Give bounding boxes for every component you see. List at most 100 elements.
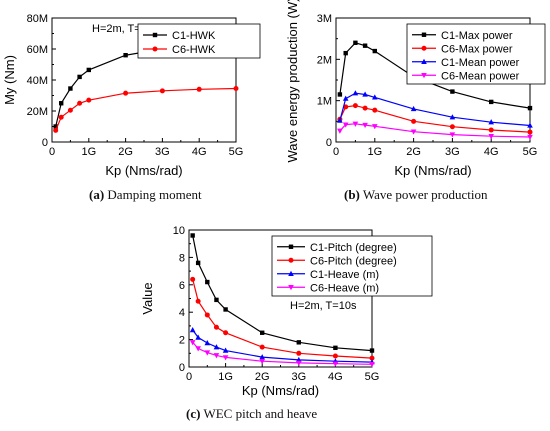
data-point — [372, 124, 378, 130]
data-point — [372, 107, 378, 113]
series-c6-pitch-degree- — [190, 276, 375, 361]
data-point — [196, 86, 202, 92]
data-point — [189, 340, 196, 346]
data-point — [222, 355, 229, 361]
data-point — [369, 355, 375, 361]
legend-entry: C6-Heave (m) — [310, 282, 379, 294]
data-point — [337, 92, 343, 97]
data-point — [53, 127, 59, 133]
x-tick-label: 3G — [291, 371, 306, 383]
caption-b-text: Wave power production — [362, 187, 488, 202]
data-point — [259, 359, 265, 365]
data-point — [259, 354, 265, 360]
data-point — [223, 330, 229, 336]
data-point — [214, 297, 219, 303]
data-point — [488, 127, 494, 133]
data-point — [352, 121, 359, 127]
x-tick-label: 0 — [49, 146, 55, 158]
legend-marker — [288, 270, 294, 276]
x-tick-label: 1G — [367, 146, 382, 158]
data-point — [332, 361, 339, 367]
legend-entry: C1-Pitch (degree) — [310, 242, 397, 254]
data-point — [195, 334, 201, 340]
legend-marker — [288, 257, 294, 263]
data-point — [296, 350, 302, 356]
x-tick-label: 5G — [229, 146, 244, 158]
x-tick-label: 0 — [333, 146, 339, 158]
data-point — [59, 101, 64, 106]
data-point — [123, 90, 129, 96]
legend-entry: C6-HWK — [172, 44, 216, 56]
data-point — [67, 107, 73, 113]
caption-c-text: WEC pitch and heave — [203, 406, 318, 421]
y-tick-label: 0 — [42, 137, 48, 149]
x-tick-label: 0 — [186, 371, 192, 383]
y-tick-label: 6 — [179, 280, 185, 292]
data-point — [77, 74, 82, 80]
x-tick-label: 1G — [81, 146, 96, 158]
data-point — [213, 353, 220, 359]
data-point — [123, 53, 128, 58]
legend: C1-HWK C6-HWK — [137, 23, 261, 59]
data-point — [342, 122, 349, 128]
legend-box — [137, 23, 261, 59]
data-point — [372, 48, 377, 54]
legend-marker — [288, 285, 294, 291]
data-point — [527, 105, 533, 111]
caption-c: (c) WEC pitch and heave — [186, 406, 317, 422]
data-point — [449, 114, 456, 120]
legend-entry: C1-Mean power — [441, 57, 520, 69]
series-line — [192, 329, 373, 363]
data-point — [343, 50, 348, 56]
data-point — [527, 134, 533, 141]
series-c1-pitch-degree- — [190, 233, 375, 353]
legend-box — [406, 23, 546, 85]
x-tick-label: 3G — [445, 146, 460, 158]
data-point — [53, 124, 58, 129]
x-tick-label: 4G — [192, 146, 207, 158]
y-tick-label: 80M — [27, 13, 48, 25]
data-point — [86, 97, 92, 103]
data-point — [233, 86, 239, 92]
data-point — [86, 67, 91, 73]
series-c1-mean-power — [337, 90, 533, 128]
y-tick-label: 60M — [27, 44, 48, 56]
data-point — [213, 344, 220, 350]
data-point — [223, 307, 228, 312]
y-tick-label: 0 — [326, 137, 332, 149]
series-c6-max-power — [337, 103, 533, 135]
data-point — [58, 114, 64, 120]
data-point — [189, 327, 196, 333]
data-point — [260, 330, 265, 335]
x-tick-label: 1G — [218, 371, 233, 383]
data-point — [369, 362, 375, 368]
data-point — [410, 105, 417, 112]
annotation: H=2m, T=10s — [290, 300, 357, 312]
data-point — [488, 119, 494, 125]
legend-marker — [421, 32, 427, 37]
legend-marker — [421, 45, 427, 51]
caption-b: (b) Wave power production — [344, 187, 488, 203]
data-point — [204, 350, 211, 356]
series-line — [55, 87, 237, 131]
data-point — [77, 100, 83, 106]
data-point — [332, 353, 338, 359]
x-axis-label: Kp (Nms/rad) — [242, 383, 319, 398]
y-tick-label: 8 — [179, 252, 185, 264]
data-point — [353, 40, 358, 45]
legend-entry: C1-Max power — [441, 30, 513, 42]
chart-panel-c: 0 1G 2G 3G 4G 5G 0 2 4 6 8 10 Kp (Nms/rad) Value H=2m,… — [140, 225, 433, 398]
data-point — [362, 122, 368, 129]
data-point — [333, 345, 338, 351]
legend-entry: C6-Pitch (degree) — [310, 255, 397, 267]
legend-entry: C1-Heave (m) — [310, 269, 379, 281]
y-tick-label: 0 — [179, 362, 185, 374]
data-point — [213, 324, 219, 330]
legend-entry: C6-Mean power — [441, 70, 520, 82]
y-tick-label: 20M — [27, 106, 48, 118]
data-point — [488, 134, 494, 140]
data-point — [450, 89, 455, 94]
